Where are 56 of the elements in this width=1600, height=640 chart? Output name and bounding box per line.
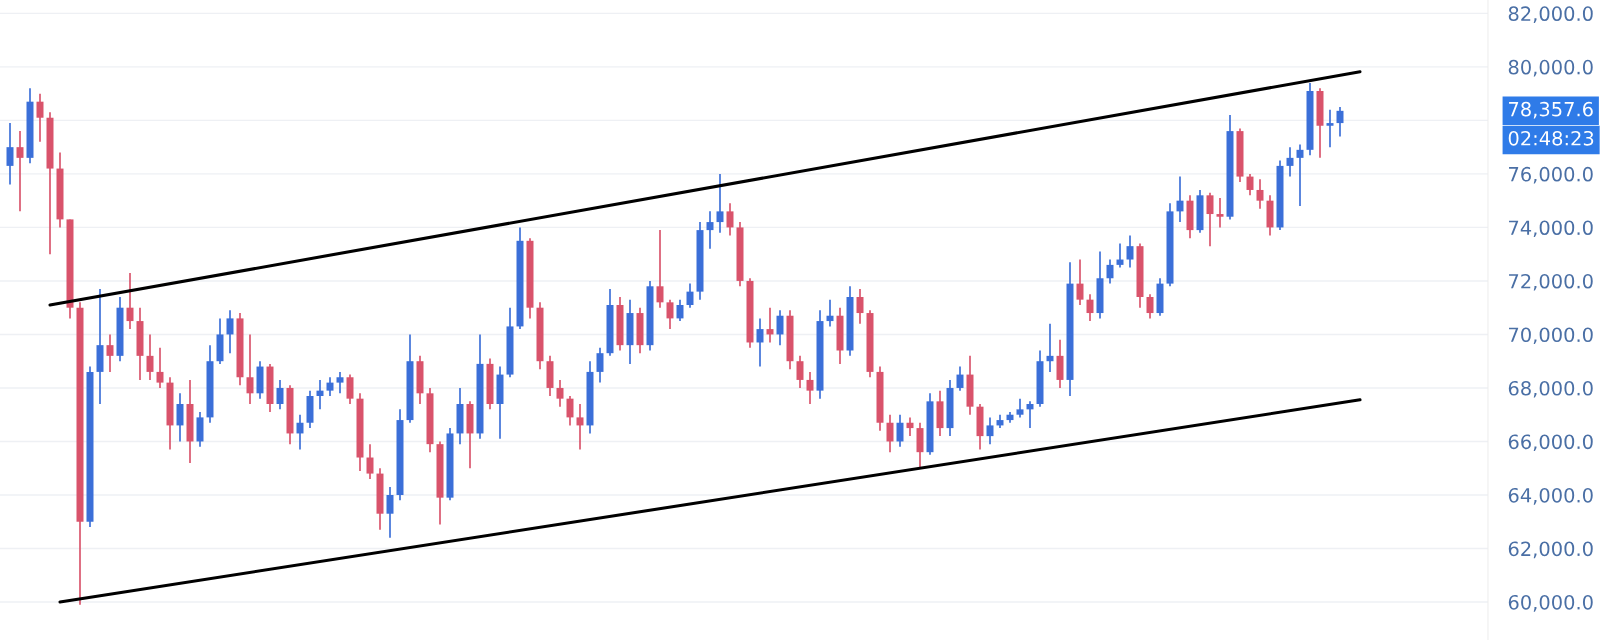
candlestick — [1286, 146, 1294, 178]
candlestick — [6, 122, 14, 186]
candlestick — [1046, 322, 1054, 373]
y-tick-label: 76,000.0 — [1509, 166, 1593, 184]
candlestick — [16, 130, 24, 213]
candlestick — [796, 355, 804, 389]
candlestick — [986, 416, 994, 445]
candlestick — [1216, 197, 1224, 229]
candlestick — [386, 486, 394, 539]
candlestick — [556, 379, 564, 408]
candlestick — [296, 413, 304, 451]
text: 78,357.6 — [1509, 101, 1593, 119]
candlestick — [1146, 293, 1154, 320]
candlestick — [566, 395, 574, 427]
y-tick-label: 68,000.0 — [1508, 380, 1593, 398]
candlestick — [346, 373, 354, 405]
y-tick-label: 72,000.0 — [1509, 273, 1593, 291]
y-tick-label: 66,000.0 — [1508, 434, 1593, 452]
candlestick — [106, 333, 114, 373]
y-tick-label: 64,000.0 — [1508, 487, 1593, 505]
candlestick — [336, 371, 344, 395]
candlestick — [1296, 143, 1304, 207]
candlestick — [656, 229, 664, 309]
candlestick — [126, 272, 134, 330]
candlestick — [886, 413, 894, 454]
candlestick — [1336, 106, 1344, 138]
y-tick-label: 80,000.0 — [1508, 59, 1593, 77]
candlestick — [906, 416, 914, 437]
text: 02:48:23 — [1508, 130, 1594, 146]
candlestick — [1326, 108, 1334, 148]
y-tick-label: 60,000.0 — [1508, 594, 1593, 612]
y-tick-label: 74,000.0 — [1509, 220, 1593, 238]
candlestick — [1076, 258, 1084, 306]
candlestick — [156, 346, 164, 389]
y-tick-label: 82,000.0 — [1508, 6, 1593, 24]
candlestick — [956, 365, 964, 392]
candlestick — [1126, 234, 1134, 269]
candlestick — [756, 317, 764, 368]
candlestick — [896, 413, 904, 448]
candlestick — [1246, 173, 1254, 197]
candlestick — [706, 210, 714, 250]
candlestick — [856, 288, 864, 325]
candlestick — [1086, 293, 1094, 322]
candlestick — [686, 282, 694, 309]
candlestick — [806, 371, 814, 405]
y-tick-label: 70,000.0 — [1509, 327, 1593, 345]
candlestick — [1016, 397, 1024, 419]
candlestick — [366, 443, 374, 480]
candlestick — [316, 379, 324, 411]
candlestick — [1026, 400, 1034, 429]
candlestick — [246, 333, 254, 405]
candlestick — [676, 298, 684, 322]
candlestick — [1176, 175, 1184, 223]
y-tick-label: 62,000.0 — [1508, 541, 1593, 559]
candlestick — [576, 403, 584, 451]
candlestick — [666, 298, 674, 330]
